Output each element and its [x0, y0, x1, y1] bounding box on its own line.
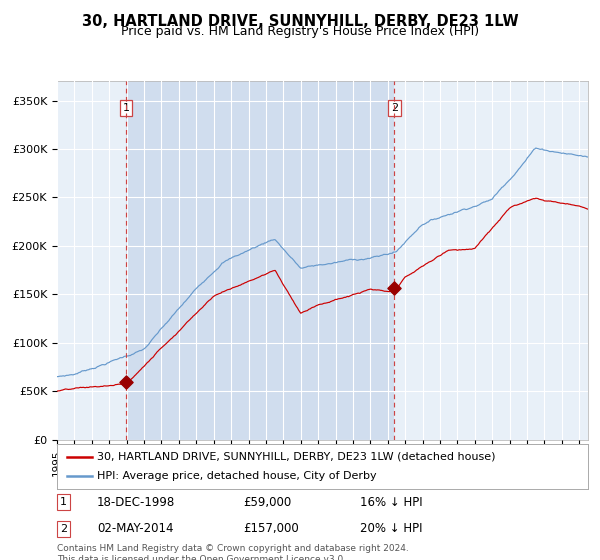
Text: 2: 2	[60, 524, 67, 534]
Point	[389, 283, 399, 292]
Text: Price paid vs. HM Land Registry's House Price Index (HPI): Price paid vs. HM Land Registry's House …	[121, 25, 479, 38]
Text: 30, HARTLAND DRIVE, SUNNYHILL, DERBY, DE23 1LW: 30, HARTLAND DRIVE, SUNNYHILL, DERBY, DE…	[82, 14, 518, 29]
Text: 1: 1	[60, 497, 67, 507]
Text: 20% ↓ HPI: 20% ↓ HPI	[359, 522, 422, 535]
Text: 02-MAY-2014: 02-MAY-2014	[97, 522, 173, 535]
Text: £157,000: £157,000	[243, 522, 299, 535]
Text: £59,000: £59,000	[243, 496, 291, 508]
Text: Contains HM Land Registry data © Crown copyright and database right 2024.
This d: Contains HM Land Registry data © Crown c…	[57, 544, 409, 560]
Text: 1: 1	[122, 103, 130, 113]
Text: 30, HARTLAND DRIVE, SUNNYHILL, DERBY, DE23 1LW (detached house): 30, HARTLAND DRIVE, SUNNYHILL, DERBY, DE…	[97, 451, 496, 461]
Text: 18-DEC-1998: 18-DEC-1998	[97, 496, 175, 508]
Point	[121, 378, 131, 387]
Bar	[126, 81, 394, 440]
Text: 16% ↓ HPI: 16% ↓ HPI	[359, 496, 422, 508]
Text: 2: 2	[391, 103, 398, 113]
Text: HPI: Average price, detached house, City of Derby: HPI: Average price, detached house, City…	[97, 472, 376, 482]
